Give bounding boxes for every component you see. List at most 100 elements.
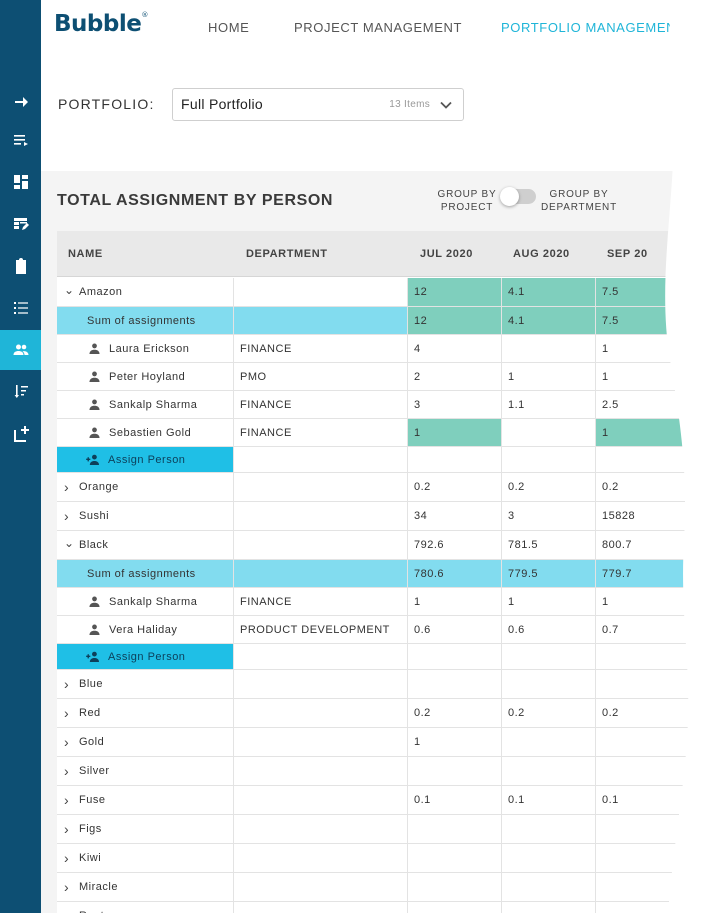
name-cell[interactable]: › Silver — [57, 757, 234, 785]
column-header-aug-2020[interactable]: AUG 2020 — [513, 248, 570, 260]
name-cell[interactable]: ⌄ Amazon — [57, 278, 234, 306]
group-row[interactable]: › Miracle — [57, 873, 704, 902]
chevron-right-icon[interactable]: › — [64, 792, 70, 808]
name-cell[interactable]: › Blue — [57, 670, 234, 698]
month-cell-3[interactable] — [596, 644, 704, 669]
name-cell[interactable]: › Figs — [57, 815, 234, 843]
month-cell-1[interactable]: 0.1 — [408, 786, 502, 814]
month-cell-1[interactable] — [408, 902, 502, 913]
month-cell-1[interactable]: 792.6 — [408, 531, 502, 559]
person-row[interactable]: Sankalp Sharma FINANCE 1 1 1 — [57, 588, 704, 616]
month-cell-2[interactable]: 0.6 — [502, 616, 596, 643]
chevron-down-icon[interactable]: ⌄ — [64, 282, 75, 297]
assign-row[interactable]: Assign Person — [57, 447, 704, 473]
month-cell-2[interactable] — [502, 644, 596, 669]
group-row[interactable]: › Kiwi — [57, 844, 704, 873]
month-cell-1[interactable] — [408, 873, 502, 901]
month-cell-2[interactable] — [502, 757, 596, 785]
month-cell-3[interactable]: 2.5 — [596, 391, 704, 418]
name-cell[interactable]: Assign Person — [57, 644, 234, 669]
month-cell-1[interactable]: 0.2 — [408, 699, 502, 727]
month-cell-3[interactable]: 800.7 — [596, 531, 704, 559]
person-row[interactable]: Sebastien Gold FINANCE 1 1 — [57, 419, 704, 447]
month-cell-3[interactable]: 1 — [596, 335, 704, 362]
month-cell-3[interactable]: 0.7 — [596, 616, 704, 643]
group-row[interactable]: ⌄ Black 792.6 781.5 800.7 — [57, 531, 704, 560]
month-cell-3[interactable]: 1 — [596, 588, 704, 615]
month-cell-2[interactable] — [502, 844, 596, 872]
month-cell-3[interactable] — [596, 902, 704, 913]
sidebar-add-box[interactable] — [0, 414, 41, 454]
month-cell-1[interactable] — [408, 757, 502, 785]
chevron-right-icon[interactable]: › — [64, 850, 70, 866]
chevron-down-icon[interactable]: ⌄ — [64, 535, 75, 550]
assign-row[interactable]: Assign Person — [57, 644, 704, 670]
month-cell-2[interactable]: 3 — [502, 502, 596, 530]
month-cell-1[interactable]: 2 — [408, 363, 502, 390]
name-cell[interactable]: ⌄ Black — [57, 531, 234, 559]
month-cell-2[interactable]: 4.1 — [502, 278, 596, 306]
month-cell-2[interactable] — [502, 447, 596, 472]
name-cell[interactable]: › Router — [57, 902, 234, 913]
sidebar-playlist[interactable] — [0, 120, 41, 160]
person-row[interactable]: Peter Hoyland PMO 2 1 1 — [57, 363, 704, 391]
bubble-logo[interactable]: Bubble® — [54, 11, 148, 37]
toggle-label-project[interactable]: GROUP BY PROJECT — [437, 189, 497, 213]
group-row[interactable]: › Sushi 34 3 15828 — [57, 502, 704, 531]
name-cell[interactable]: › Miracle — [57, 873, 234, 901]
month-cell-3[interactable]: 0.2 — [596, 699, 704, 727]
month-cell-1[interactable]: 0.6 — [408, 616, 502, 643]
chevron-right-icon[interactable]: › — [64, 908, 74, 913]
month-cell-3[interactable] — [596, 447, 704, 472]
column-header-name[interactable]: NAME — [68, 248, 103, 260]
sidebar-people[interactable] — [0, 330, 41, 370]
month-cell-3[interactable]: 0.1 — [596, 786, 704, 814]
month-cell-2[interactable]: 0.2 — [502, 699, 596, 727]
chevron-right-icon[interactable]: › — [64, 879, 70, 895]
month-cell-3[interactable]: 1 — [596, 363, 704, 390]
person-row[interactable]: Sankalp Sharma FINANCE 3 1.1 2.5 — [57, 391, 704, 419]
chevron-right-icon[interactable]: › — [64, 763, 70, 779]
name-cell[interactable]: › Kiwi — [57, 844, 234, 872]
month-cell-2[interactable]: 0.1 — [502, 786, 596, 814]
group-row[interactable]: › Fuse 0.1 0.1 0.1 — [57, 786, 704, 815]
month-cell-2[interactable] — [502, 335, 596, 362]
month-cell-1[interactable] — [408, 844, 502, 872]
month-cell-2[interactable]: 1 — [502, 363, 596, 390]
group-row[interactable]: › Gold 1 — [57, 728, 704, 757]
person-row[interactable]: Laura Erickson FINANCE 4 1 — [57, 335, 704, 363]
chevron-right-icon[interactable]: › — [64, 705, 70, 721]
sidebar-dashboard[interactable] — [0, 162, 41, 202]
month-cell-3[interactable] — [596, 728, 704, 756]
group-row[interactable]: › Router — [57, 902, 704, 913]
month-cell-1[interactable]: 1 — [408, 728, 502, 756]
sidebar-table-edit[interactable] — [0, 204, 41, 244]
month-cell-3[interactable] — [596, 815, 704, 843]
month-cell-3[interactable]: 1 — [596, 419, 704, 446]
name-cell[interactable]: › Sushi — [57, 502, 234, 530]
nav-project-management[interactable]: PROJECT MANAGEMENT — [294, 20, 463, 35]
month-cell-2[interactable]: 0.2 — [502, 473, 596, 501]
person-row[interactable]: Vera Haliday PRODUCT DEVELOPMENT 0.6 0.6 0.7 — [57, 616, 704, 644]
month-cell-1[interactable]: 4 — [408, 335, 502, 362]
month-cell-3[interactable] — [596, 873, 704, 901]
month-cell-2[interactable] — [502, 815, 596, 843]
month-cell-2[interactable] — [502, 419, 596, 446]
month-cell-3[interactable]: 15828 — [596, 502, 704, 530]
column-header-sep-2020[interactable]: SEP 20 — [607, 248, 648, 260]
portfolio-select[interactable]: Full Portfolio 13 Items — [172, 88, 464, 121]
chevron-right-icon[interactable]: › — [64, 821, 70, 837]
chevron-right-icon[interactable]: › — [64, 734, 70, 750]
month-cell-1[interactable] — [408, 815, 502, 843]
month-cell-2[interactable]: 1.1 — [502, 391, 596, 418]
group-row[interactable]: › Blue — [57, 670, 704, 699]
month-cell-2[interactable] — [502, 670, 596, 698]
nav-home[interactable]: HOME — [208, 20, 250, 35]
chevron-right-icon[interactable]: › — [64, 479, 70, 495]
month-cell-1[interactable]: 12 — [408, 278, 502, 306]
chevron-right-icon[interactable]: › — [64, 508, 70, 524]
month-cell-1[interactable] — [408, 447, 502, 472]
month-cell-3[interactable] — [596, 844, 704, 872]
sidebar-arrow-right[interactable] — [0, 82, 41, 122]
month-cell-1[interactable]: 34 — [408, 502, 502, 530]
